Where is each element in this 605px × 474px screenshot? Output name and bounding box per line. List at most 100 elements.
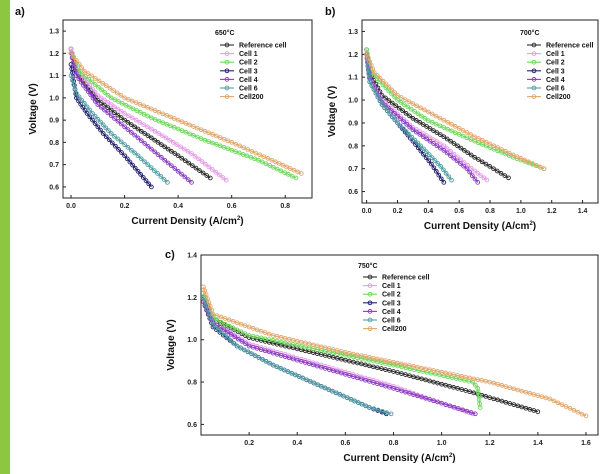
data-point	[437, 115, 443, 121]
data-point	[431, 128, 436, 133]
data-point	[437, 145, 443, 151]
data-point	[210, 140, 215, 146]
y-tick-label: 0.8	[187, 380, 197, 387]
data-point	[214, 133, 219, 139]
data-point	[162, 144, 168, 150]
data-point	[239, 339, 245, 344]
data-point	[282, 354, 288, 359]
chart-panel-2: b) 0.6 0.7 0.8 0.9 1.0 1.1 1.2 1.3 0.0 0.2 0.4 0.6 0.…	[325, 6, 599, 232]
data-point	[410, 116, 416, 121]
data-point	[367, 59, 373, 64]
data-point	[175, 168, 181, 174]
data-point	[148, 165, 154, 170]
data-point	[499, 398, 505, 404]
y-tick-label: 1.0	[49, 95, 59, 102]
x-tick-label: 1.0	[516, 208, 526, 215]
data-point	[168, 123, 173, 129]
data-point	[412, 109, 417, 114]
data-point	[278, 353, 284, 358]
data-point	[152, 108, 158, 113]
data-point	[314, 363, 320, 369]
data-point	[155, 171, 160, 176]
legend-label: Cell 6	[546, 86, 565, 93]
data-point	[185, 177, 191, 182]
data-point	[98, 100, 104, 105]
data-point	[222, 316, 228, 321]
data-point	[377, 98, 383, 104]
data-point	[583, 413, 589, 419]
data-point	[234, 343, 240, 349]
data-point	[96, 78, 102, 84]
data-point	[375, 365, 380, 371]
data-point	[367, 379, 372, 384]
data-point	[92, 121, 98, 126]
legend-swatch-marker	[367, 300, 373, 306]
data-point	[383, 81, 389, 87]
data-point	[260, 357, 265, 362]
legend-swatch-marker	[367, 274, 373, 280]
data-point	[523, 389, 529, 395]
data-point	[395, 363, 401, 369]
data-point	[141, 103, 147, 109]
data-point	[252, 156, 257, 162]
data-point	[70, 77, 75, 83]
data-point	[218, 314, 224, 320]
data-point	[426, 152, 432, 157]
legend-label: Reference cell	[382, 275, 430, 282]
data-point	[230, 319, 236, 324]
data-point	[395, 120, 400, 126]
data-point	[541, 166, 547, 172]
data-point	[250, 344, 256, 350]
data-point	[129, 98, 135, 104]
x-tick-label: 1.4	[533, 440, 543, 447]
data-point	[445, 126, 450, 132]
data-point	[87, 107, 93, 113]
data-point	[118, 121, 124, 127]
data-point	[229, 140, 235, 145]
x-tick-label: 0.8	[389, 440, 399, 447]
data-point	[89, 73, 95, 79]
data-point	[206, 300, 212, 305]
data-point	[476, 136, 481, 141]
data-point	[389, 100, 395, 106]
data-point	[502, 173, 508, 178]
data-point	[451, 404, 457, 410]
data-point	[102, 97, 107, 103]
data-point	[318, 383, 324, 389]
x-axis-title: Current Density (A/cm2)	[131, 216, 243, 227]
data-point	[417, 120, 423, 125]
data-point	[375, 407, 381, 413]
data-point	[371, 406, 377, 412]
data-point	[476, 157, 481, 162]
data-point	[307, 379, 313, 384]
data-point	[241, 347, 247, 353]
data-point	[249, 351, 254, 357]
data-point	[322, 385, 328, 391]
y-tick-label: 1.2	[187, 295, 197, 302]
data-point	[145, 124, 150, 130]
data-point	[149, 106, 154, 112]
y-tick-label: 0.6	[49, 184, 59, 191]
data-point	[503, 384, 509, 389]
data-point	[155, 140, 161, 145]
data-point	[137, 101, 143, 107]
data-point	[431, 398, 436, 404]
data-point	[122, 142, 127, 147]
data-point	[183, 129, 189, 135]
data-point	[118, 139, 124, 145]
data-point	[296, 374, 302, 379]
data-point	[214, 313, 220, 319]
data-point	[128, 130, 134, 135]
data-point	[179, 128, 185, 133]
data-point	[396, 105, 402, 111]
data-point	[421, 151, 426, 157]
data-point	[391, 362, 396, 368]
data-point	[146, 181, 152, 187]
data-point	[134, 108, 140, 113]
data-point	[281, 367, 287, 373]
data-point	[202, 137, 208, 143]
data-point	[551, 398, 557, 404]
data-point	[143, 178, 149, 183]
data-point	[395, 370, 400, 375]
